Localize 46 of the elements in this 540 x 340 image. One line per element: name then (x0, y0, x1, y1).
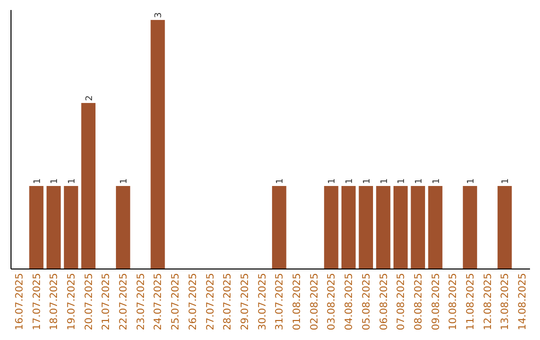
data-label: 1 (501, 178, 512, 184)
data-label: 2 (84, 95, 95, 101)
x-tick-label: 31.07.2025 (274, 273, 286, 330)
data-label: 1 (32, 178, 43, 184)
x-tick-label: 27.07.2025 (205, 273, 216, 330)
data-label: 1 (345, 178, 356, 184)
x-tick-label: 25.07.2025 (170, 273, 182, 330)
x-tick-label: 06.08.2025 (378, 273, 390, 330)
x-tick-label: 21.07.2025 (101, 273, 112, 330)
x-tick-label: 04.08.2025 (344, 273, 356, 330)
x-tick-label: 19.07.2025 (66, 273, 78, 330)
x-tick-label: 10.08.2025 (448, 273, 460, 330)
x-tick-label: 07.08.2025 (396, 273, 408, 330)
x-tick-label: 11.08.2025 (465, 273, 476, 330)
x-tick-label: 03.08.2025 (326, 273, 338, 330)
x-tick-label: 29.07.2025 (240, 273, 251, 330)
x-tick-label: 05.08.2025 (361, 273, 372, 330)
x-tick-label: 30.07.2025 (257, 273, 268, 330)
data-label: 1 (414, 178, 424, 184)
data-label: 1 (466, 178, 476, 184)
data-label: 1 (380, 178, 390, 184)
x-tick-label: 28.07.2025 (222, 273, 234, 330)
data-label: 1 (120, 178, 130, 184)
x-tick-label: 12.08.2025 (482, 273, 494, 330)
x-tick-label: 24.07.2025 (153, 273, 164, 330)
data-label: 1 (68, 178, 78, 184)
data-label: 3 (154, 12, 164, 18)
data-label: 1 (397, 178, 408, 184)
x-tick-label: 14.08.2025 (518, 273, 529, 330)
data-label: 1 (328, 178, 338, 184)
x-tick-label: 26.07.2025 (188, 273, 199, 330)
data-label: 1 (50, 178, 60, 184)
data-label: 1 (362, 178, 372, 184)
x-tick-label: 02.08.2025 (309, 273, 320, 330)
x-tick-label: 09.08.2025 (430, 273, 442, 330)
x-tick-label: 23.07.2025 (136, 273, 147, 330)
x-tick-label: 18.07.2025 (49, 273, 60, 330)
x-tick-label: 20.07.2025 (84, 273, 95, 330)
x-tick-label: 08.08.2025 (413, 273, 424, 330)
data-label: 1 (276, 178, 286, 184)
x-tick-label: 17.07.2025 (32, 273, 43, 330)
x-tick-label: 22.07.2025 (118, 273, 130, 330)
x-tick-label: 16.07.2025 (14, 273, 26, 330)
x-tick-label: 01.08.2025 (292, 273, 304, 330)
data-label: 1 (432, 178, 442, 184)
x-tick-label: 13.08.2025 (500, 273, 512, 330)
